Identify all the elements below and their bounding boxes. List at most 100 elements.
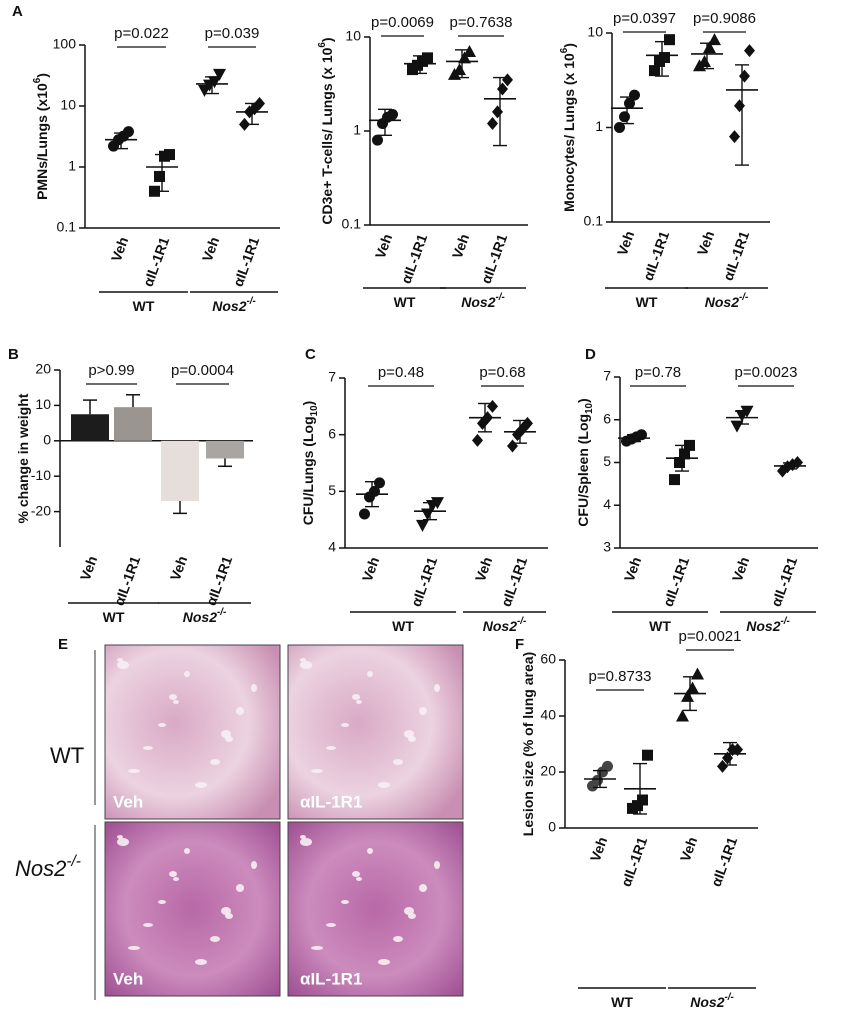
x-tick-label: αIL-1R1: [398, 232, 431, 286]
x-tick-label: αIL-1R1: [230, 235, 263, 289]
group-label: Nos2-/-: [183, 607, 226, 625]
airway: [419, 884, 427, 892]
data-point: [374, 477, 385, 489]
x-tick-label: αIL-1R1: [408, 555, 441, 609]
x-tick-label: Veh: [614, 229, 638, 258]
airway: [352, 871, 360, 877]
y-tick-label: 10: [60, 97, 76, 113]
x-tick-label: αIL-1R1: [203, 554, 236, 608]
p-value: p=0.48: [378, 364, 424, 381]
airway: [311, 769, 323, 773]
x-tick-label: αIL-1R1: [618, 835, 651, 889]
data-point: [676, 709, 689, 722]
y-tick-label: 6: [328, 425, 336, 441]
x-tick-label: αIL-1R1: [111, 554, 144, 608]
group-label: Nos2-/-: [461, 292, 504, 310]
y-tick-label: 1: [595, 118, 603, 134]
y-tick-label: 10: [345, 28, 361, 44]
group-name: Nos2: [705, 294, 739, 310]
p-value: p=0.0069: [371, 14, 434, 31]
p-value: p=0.0004: [171, 362, 234, 379]
data-point: [669, 474, 680, 486]
y-tick-label: 100: [53, 36, 77, 52]
x-tick-label: Veh: [199, 235, 223, 264]
row-label: Nos2-/-: [15, 853, 81, 881]
y-tick-label: 5: [603, 453, 611, 469]
airway: [404, 907, 414, 915]
image-label: Veh: [113, 969, 143, 988]
airway: [173, 877, 179, 881]
data-point: [659, 52, 670, 64]
group-label: Nos2-/-: [690, 992, 733, 1010]
airway: [393, 759, 403, 765]
data-point: [629, 89, 640, 101]
p-value: p=0.8733: [589, 668, 652, 685]
airway: [251, 861, 257, 869]
p-value: p=0.039: [205, 25, 260, 42]
data-point: [637, 794, 648, 806]
image-label: αIL-1R1: [300, 969, 362, 988]
panel-letter: E: [58, 636, 68, 653]
group-name: WT: [103, 609, 125, 625]
y-tick-label: 20: [35, 361, 51, 377]
data-point: [507, 439, 518, 453]
y-tick-label: 10: [35, 396, 51, 412]
x-tick-label: Veh: [472, 555, 496, 584]
airway: [221, 907, 231, 915]
x-tick-label: Veh: [621, 555, 645, 584]
airway: [434, 861, 440, 869]
data-point: [729, 130, 740, 144]
data-point: [458, 51, 471, 64]
group-label: WT: [649, 618, 671, 634]
image-label: Veh: [113, 792, 143, 811]
data-point: [708, 33, 721, 46]
data-point: [431, 497, 444, 510]
airway: [300, 658, 306, 662]
airway: [169, 694, 177, 700]
airway: [117, 835, 123, 839]
label-part: 10: [309, 405, 320, 416]
airway: [225, 736, 233, 742]
data-point: [453, 63, 466, 76]
data-point: [359, 508, 370, 520]
y-tick-label: 4: [603, 496, 611, 512]
y-axis-label: Lesion size (% of lung area): [520, 652, 536, 836]
label-part: CFU/Spleen (Log: [575, 414, 591, 527]
y-tick-label: 0.1: [57, 219, 77, 235]
label-part: ): [300, 401, 316, 406]
group-label: WT: [611, 994, 633, 1010]
airway: [326, 923, 336, 927]
data-point: [164, 149, 175, 161]
data-point: [681, 689, 694, 702]
label-part: CFU/Lungs (Log: [300, 416, 316, 525]
group-name: WT: [636, 294, 658, 310]
data-point: [664, 34, 675, 46]
x-tick-label: Veh: [108, 235, 132, 264]
group-name: Nos2: [746, 618, 780, 634]
y-tick-label: 0: [548, 819, 556, 835]
histology-image: [287, 821, 464, 997]
label-part: 10: [584, 402, 595, 413]
x-tick-label: αIL-1R1: [478, 232, 511, 286]
data-point: [732, 743, 743, 757]
x-tick-label: Veh: [77, 554, 101, 583]
airway: [117, 838, 129, 846]
group-label: WT: [133, 298, 155, 314]
data-point: [614, 122, 625, 133]
group-name: WT: [611, 994, 633, 1010]
airway: [378, 782, 390, 788]
data-point: [649, 65, 660, 77]
group-superscript: -/-: [517, 616, 526, 627]
y-axis-label: PMNs/Lungs (x106): [32, 73, 50, 200]
airway: [210, 936, 220, 942]
data-point: [619, 111, 630, 123]
group-label: Nos2-/-: [705, 292, 748, 310]
airway: [184, 848, 190, 854]
airway: [352, 694, 360, 700]
bar: [114, 407, 152, 441]
airway: [300, 835, 306, 839]
panel-letter: C: [305, 346, 316, 363]
group-name: Nos2: [483, 618, 517, 634]
y-axis-label: % change in weight: [15, 393, 31, 523]
airway: [117, 661, 129, 669]
